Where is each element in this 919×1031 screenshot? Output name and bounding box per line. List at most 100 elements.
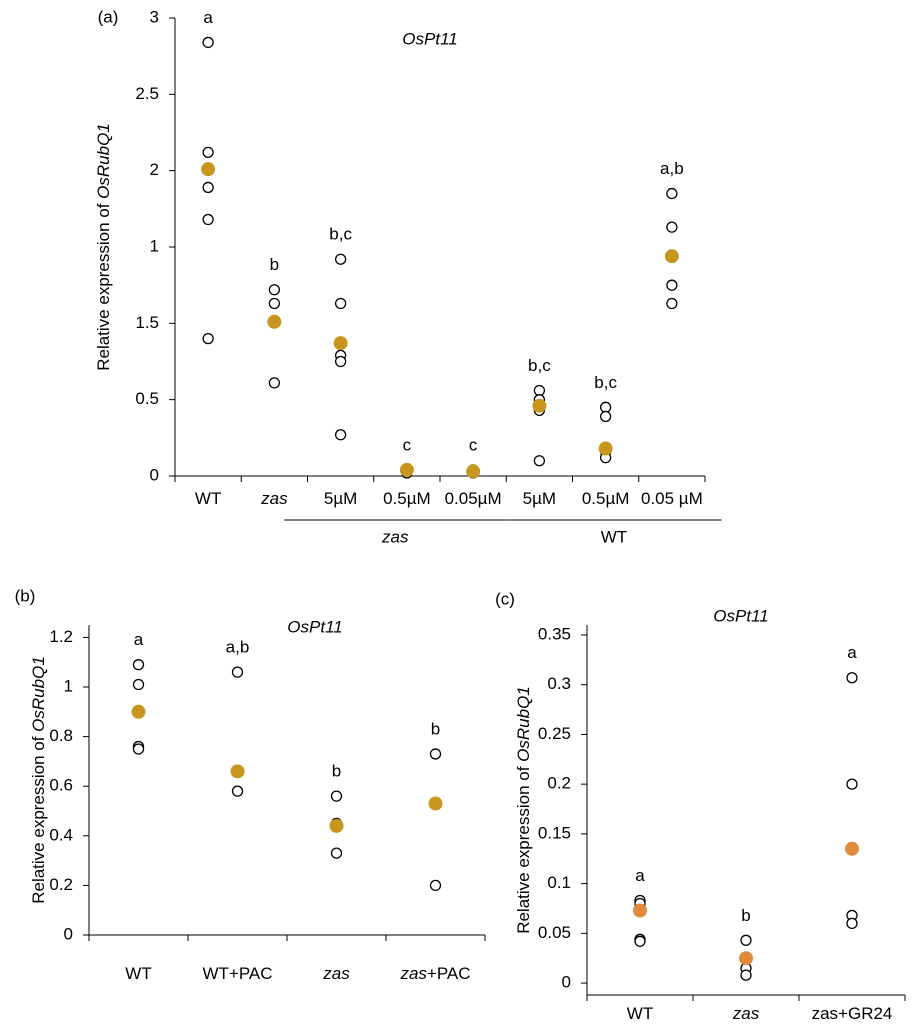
sample-point (740, 969, 752, 981)
sample-point (429, 748, 442, 760)
y-tick-label: 0.25 (538, 724, 571, 743)
x-tick-label: WT (195, 489, 221, 508)
y-tick-label: 0.1 (547, 873, 571, 892)
y-tick-label: 0.2 (49, 875, 73, 894)
mean-point (329, 818, 344, 833)
y-tick-label: 0.15 (538, 823, 571, 842)
y-tick-label: 0.4 (49, 825, 73, 844)
x-tick-label-part: 5µM (324, 489, 357, 508)
y-tick-label: 0.3 (547, 674, 571, 693)
significance-letter: a (847, 643, 857, 662)
sample-point (202, 36, 214, 49)
sample-point (666, 297, 678, 310)
sample-point (666, 279, 678, 291)
x-tick-label-part: 0.5µM (383, 489, 431, 508)
x-tick-label-part: 0.5µM (582, 489, 630, 508)
significance-letter: b,c (528, 356, 551, 375)
x-tick-label: zas+GR24 (812, 1004, 893, 1023)
sample-point (132, 743, 145, 755)
sample-point (634, 935, 646, 947)
sample-point (231, 666, 244, 678)
x-tick-label-part: zas (322, 964, 350, 983)
mean-point (845, 841, 859, 856)
y-axis-label-part: OsRubQ1 (514, 686, 533, 762)
y-axis-label-part: OsRubQ1 (94, 123, 113, 199)
x-tick-label-part: zas (399, 964, 427, 983)
y-tick-label: 0 (562, 973, 571, 992)
x-tick-label: 0.05µM (445, 489, 502, 508)
mean-point (201, 162, 216, 177)
x-tick-label-part: 0.05 µM (641, 489, 703, 508)
sample-point (599, 401, 612, 413)
x-tick-label: zas (732, 1004, 760, 1023)
mean-point (230, 764, 245, 779)
y-tick-label: 1.2 (49, 627, 73, 646)
group-label: WT (601, 527, 627, 546)
panel-label: (a) (98, 7, 119, 26)
y-axis-label-part: Relative expression of (94, 199, 113, 371)
significance-letter: c (403, 435, 412, 454)
x-tick-label: zas+PAC (399, 964, 470, 983)
y-tick-label: 1 (150, 236, 159, 255)
sample-point (202, 146, 214, 158)
significance-letter: a,b (226, 638, 250, 657)
sample-point (202, 181, 214, 194)
x-tick-label-part: zas (260, 489, 288, 508)
x-tick-label: WT+PAC (202, 964, 272, 983)
sample-point (268, 284, 281, 296)
sample-point (429, 879, 442, 892)
sample-point (268, 297, 281, 310)
y-axis-label: Relative expression of OsRubQ1 (29, 656, 48, 904)
y-tick-label: 0.2 (547, 774, 571, 793)
sample-point (533, 384, 546, 397)
y-tick-label: 1.5 (135, 313, 159, 332)
y-tick-label: 1 (64, 676, 73, 695)
panel-label: (b) (15, 586, 36, 605)
y-tick-label: 0 (64, 924, 73, 943)
mean-point (267, 314, 282, 329)
sample-point (666, 221, 678, 233)
sample-point (846, 672, 858, 684)
x-tick-label-part: 5µM (523, 489, 556, 508)
x-tick-label-part: WT+PAC (202, 964, 272, 983)
sample-point (132, 659, 145, 671)
sample-point (599, 410, 612, 423)
y-axis-label-part: Relative expression of (29, 732, 48, 904)
x-tick-label-part: zas (732, 1004, 760, 1023)
x-tick-label: 0.5µM (582, 489, 630, 508)
mean-point (633, 903, 647, 918)
sample-point (846, 778, 858, 790)
x-tick-label-part: WT (195, 489, 221, 508)
sample-point (334, 429, 347, 441)
sample-point (334, 355, 347, 368)
mean-point (131, 704, 146, 719)
y-tick-label: 3 (150, 7, 159, 26)
sample-point (231, 785, 244, 797)
significance-letter: a,b (660, 159, 684, 178)
mean-point (664, 249, 679, 264)
sample-point (846, 917, 858, 930)
sample-point (533, 455, 546, 467)
sample-point (330, 847, 343, 859)
significance-letter: b,c (594, 373, 617, 392)
y-axis-label-part: Relative expression of (514, 762, 533, 934)
significance-letter: b (332, 762, 341, 781)
y-tick-label: 2.5 (135, 84, 159, 103)
y-tick-label: 0 (150, 465, 159, 484)
significance-letter: a (134, 630, 144, 649)
mean-point (428, 796, 443, 811)
mean-point (532, 398, 547, 413)
sample-point (330, 790, 343, 802)
y-axis-label: Relative expression of OsRubQ1 (514, 686, 533, 934)
significance-letter: b (431, 719, 440, 738)
y-tick-label: 0.5 (135, 389, 159, 408)
panel-label: (c) (495, 589, 515, 608)
significance-letter: a (635, 866, 645, 885)
chart-title: OsPt11 (287, 617, 342, 636)
significance-letter: b (741, 906, 750, 925)
y-tick-label: 2 (150, 160, 159, 179)
sample-point (202, 213, 214, 226)
significance-letter: b,c (329, 225, 352, 244)
x-tick-label: WT (125, 964, 151, 983)
